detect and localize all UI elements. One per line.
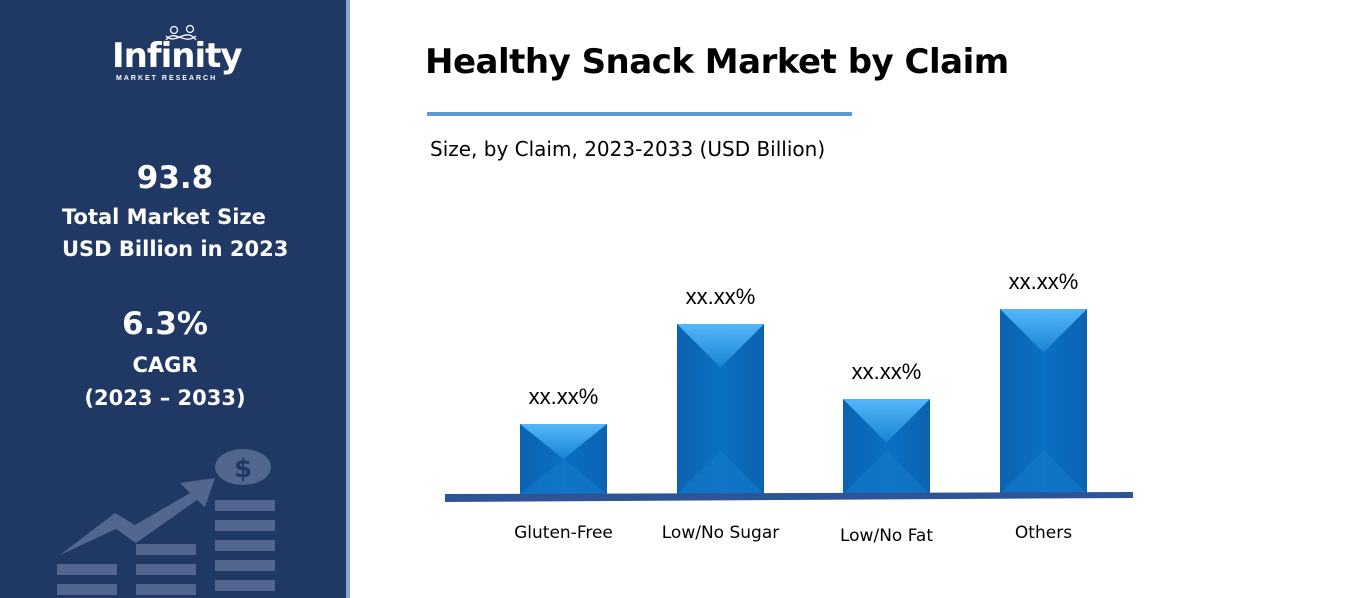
bar-bevel xyxy=(843,399,930,443)
chart-subtitle: Size, by Claim, 2023-2033 (USD Billion) xyxy=(430,137,826,161)
bar-bevel xyxy=(677,450,764,494)
bar-bevel xyxy=(1000,450,1087,494)
bar-bevel xyxy=(1000,309,1087,353)
category-label: Low/No Fat xyxy=(840,526,933,546)
category-label: Gluten-Free xyxy=(514,523,613,543)
logo-subtext: MARKET RESEARCH xyxy=(116,75,218,82)
svg-text:$: $ xyxy=(234,454,252,484)
data-label: xx.xx% xyxy=(686,284,756,309)
x-axis-line xyxy=(445,492,1133,502)
title-divider xyxy=(427,112,852,116)
bar-gluten-free: xx.xx% Gluten-Free xyxy=(514,384,613,543)
data-label: xx.xx% xyxy=(1009,269,1079,294)
bar-bevel xyxy=(520,424,607,459)
logo-mark-icon xyxy=(165,24,197,41)
bar-low-no-sugar: xx.xx% Low/No Sugar xyxy=(662,284,780,543)
logo: Infinity MARKET RESEARCH xyxy=(112,24,252,88)
market-size-label: Total Market Size xyxy=(62,205,266,229)
page-title: Healthy Snack Market by Claim xyxy=(425,42,1009,82)
sidebar: Infinity MARKET RESEARCH 93.8 Total Mark… xyxy=(0,0,350,598)
category-label: Others xyxy=(1015,523,1072,543)
cagr-label: CAGR xyxy=(132,353,198,377)
bar-bevel xyxy=(520,459,607,494)
category-label: Low/No Sugar xyxy=(662,523,780,543)
market-size-unit: USD Billion in 2023 xyxy=(62,237,289,261)
market-size-value: 93.8 xyxy=(136,160,214,196)
bar-bevel xyxy=(843,450,930,494)
bar-low-no-fat: xx.xx% Low/No Fat xyxy=(840,359,933,546)
data-label: xx.xx% xyxy=(529,384,599,409)
cagr-period: (2023 – 2033) xyxy=(84,386,246,410)
bar-others: xx.xx% Others xyxy=(1000,269,1087,543)
cagr-value: 6.3% xyxy=(122,306,208,342)
data-label: xx.xx% xyxy=(852,359,922,384)
logo-text: Infinity xyxy=(112,36,243,76)
bar-bevel xyxy=(677,324,764,368)
growth-chart-dollar-icon: $ xyxy=(57,449,275,595)
